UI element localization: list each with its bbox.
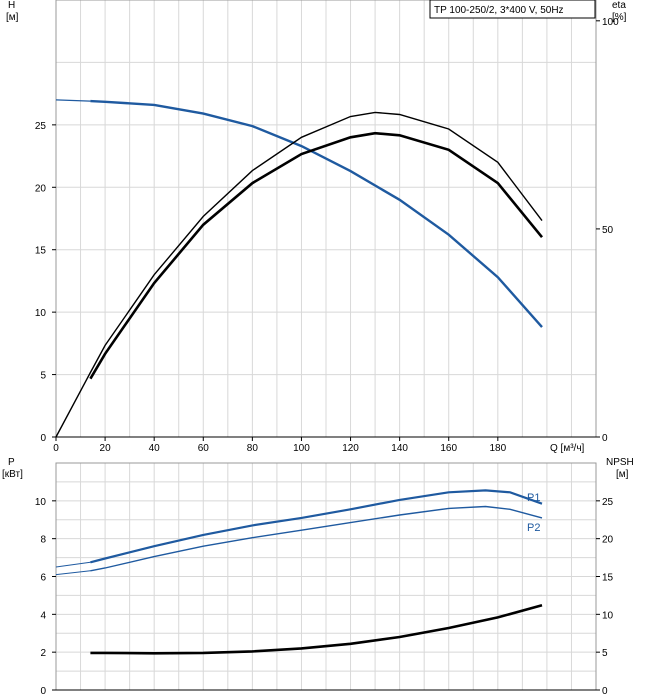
x-tick-label: 120 [342,443,359,454]
model-label-text: TP 100-250/2, 3*400 V, 50Hz [434,5,564,16]
y2-axis-unit: [%] [612,12,627,23]
model-label-box [429,0,596,19]
p1-curve [90,489,543,564]
y2-tick-label: 0 [602,686,608,697]
x-tick-label: 60 [198,443,210,454]
y-tick-label: 5 [40,371,46,382]
p2-curve [90,505,543,572]
y-tick-label: 15 [35,246,47,257]
y2-tick-label: 25 [602,497,614,508]
y2-tick-label: 100 [602,17,619,28]
model-label: TP 100-250/2, 3*400 V, 50Hz [429,0,596,19]
y2-tick-label: 50 [602,225,614,236]
y2-tick-label: 10 [602,610,614,621]
p2-label: P2 [527,522,540,534]
power-npsh-panel: 0 2 4 6 8 10 0 5 10 15 20 25 P[кВт] NPSH[м] P1 P2 [2,457,634,697]
y2-tick-label: 20 [602,535,614,546]
x-tick-label: 20 [100,443,112,454]
power-curve-extension [55,570,91,576]
power-curve-extension [55,561,91,568]
y-tick-label: 4 [40,610,46,621]
p1-label: P1 [527,492,540,504]
npsh-curve [90,604,543,655]
y-axis-title: H [8,0,15,11]
y-tick-label: 10 [35,497,47,508]
head-efficiency-panel: 0 5 10 15 20 25 0 50 100 0 20 40 60 80 100 120 140 160 180… [6,0,627,454]
y-tick-label: 0 [40,686,46,697]
y-tick-label: 20 [35,183,47,194]
x-tick-label: 100 [293,443,310,454]
y-tick-label: 10 [35,308,47,319]
y-axis-title: P [8,457,15,468]
y2-tick-label: 5 [602,648,608,659]
y2-tick-label: 0 [602,433,608,444]
y-tick-label: 25 [35,121,47,132]
efficiency-curve-lower [89,131,544,380]
head-curve-extension [55,99,91,102]
efficiency-curve-upper [55,111,543,438]
y-tick-label: 0 [40,433,46,444]
y2-axis-unit: [м] [616,469,629,480]
y-axis-unit: [кВт] [2,469,23,480]
x-tick-label: 160 [440,443,457,454]
head-curve [90,99,543,328]
y-tick-label: 6 [40,573,46,584]
y2-axis-title: NPSH [606,457,634,468]
y2-tick-label: 15 [602,573,614,584]
y-tick-label: 8 [40,535,46,546]
x-tick-label: 140 [391,443,408,454]
y2-axis-title: eta [612,0,626,11]
x-tick-label: 40 [149,443,161,454]
y-axis-unit: [м] [6,12,19,23]
y-tick-label: 2 [40,648,46,659]
x-tick-label: 180 [489,443,506,454]
x-tick-label: 0 [53,443,59,454]
x-tick-label: 80 [247,443,259,454]
x-axis-title: Q [м³/ч] [550,443,585,454]
